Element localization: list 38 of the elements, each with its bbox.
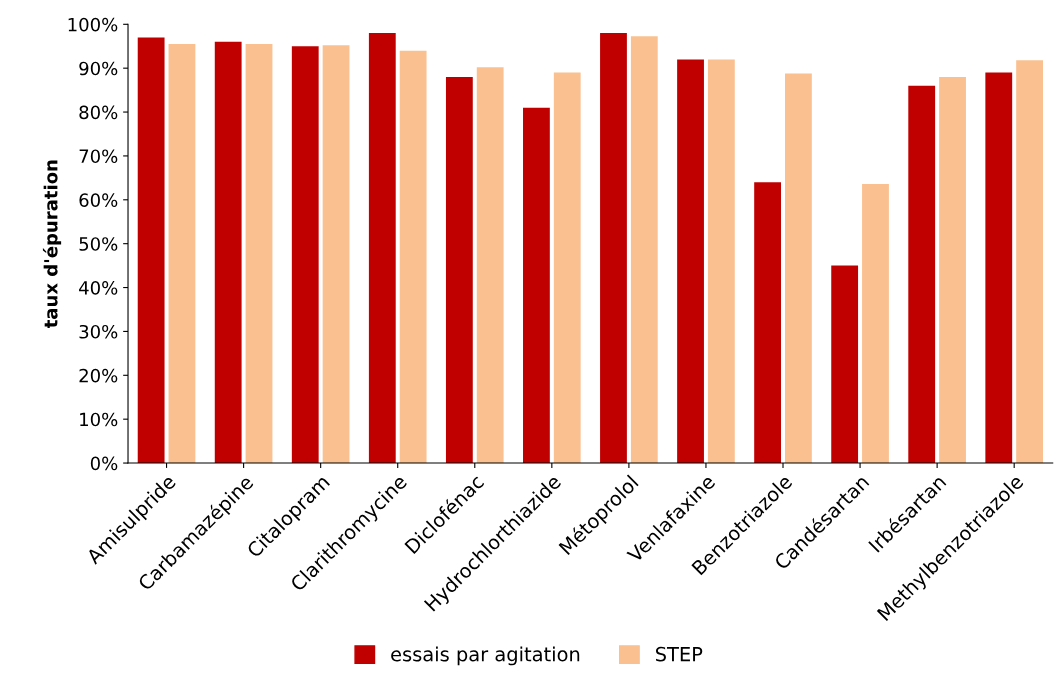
bar [168,44,196,464]
y-tick-label: 0% [90,456,118,471]
y-tick-label: 20% [79,368,118,383]
bar [137,37,165,464]
bar [600,33,627,464]
bar [214,41,242,464]
y-tick-label: 90% [79,61,118,76]
y-axis-title: taux d'épuration [42,160,62,329]
bar [785,73,812,464]
bar [553,72,581,464]
bar [322,45,350,464]
bar [677,59,704,464]
bar [985,72,1013,464]
bar [939,76,966,464]
legend-label: essais par agitation [391,646,580,666]
bar [291,46,319,464]
bar [908,85,936,464]
y-tick-label: 50% [79,237,118,251]
bar [862,184,889,464]
bar [754,182,781,464]
y-tick-label: 30% [79,324,118,339]
bar [399,50,427,464]
bar [1016,60,1043,464]
bar [831,265,859,464]
bar [630,36,658,464]
bar [368,33,396,464]
y-tick-label: 100% [68,17,118,32]
bar [707,59,735,464]
legend-label: STEP [655,646,703,662]
y-tick-label: 10% [80,412,118,427]
y-tick-label: 60% [79,193,118,207]
y-tick-label: 70% [79,149,118,164]
bar [476,67,504,464]
bar [445,76,473,464]
y-tick-label: 80% [79,105,118,120]
y-tick-label: 40% [79,281,118,295]
bar [523,107,550,464]
bar [245,44,273,464]
